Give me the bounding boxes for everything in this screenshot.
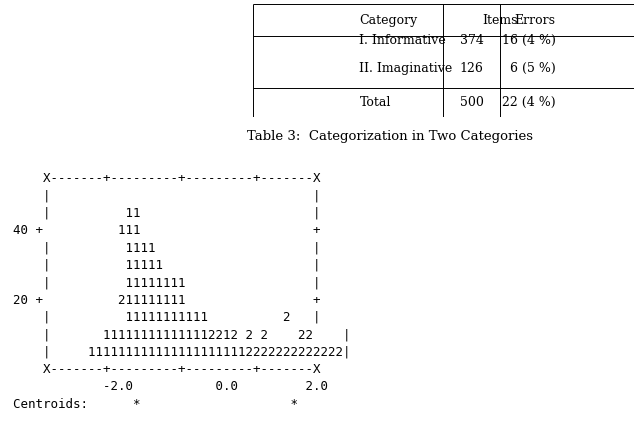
Text: |                                   |: | | bbox=[13, 190, 320, 202]
Text: 374: 374 bbox=[460, 34, 484, 47]
Text: |          11                       |: | 11 | bbox=[13, 207, 320, 220]
Text: X-------+---------+---------+-------X: X-------+---------+---------+-------X bbox=[13, 172, 320, 185]
Text: |          11111111111          2   |: | 11111111111 2 | bbox=[13, 311, 320, 324]
Text: |          1111                     |: | 1111 | bbox=[13, 241, 320, 255]
Text: Errors: Errors bbox=[515, 14, 556, 27]
Text: Table 3:  Categorization in Two Categories: Table 3: Categorization in Two Categorie… bbox=[248, 130, 533, 143]
Text: Items: Items bbox=[483, 14, 518, 27]
Text: Category: Category bbox=[360, 14, 418, 27]
Text: |       111111111111112212 2 2    22    |: | 111111111111112212 2 2 22 | bbox=[13, 328, 350, 342]
Text: |          11111                    |: | 11111 | bbox=[13, 259, 320, 272]
Text: 500: 500 bbox=[460, 96, 484, 109]
Text: 20 +          211111111                 +: 20 + 211111111 + bbox=[13, 294, 320, 307]
Text: |     1111111111111111111112222222222222|: | 1111111111111111111112222222222222| bbox=[13, 346, 350, 359]
Text: |          11111111                 |: | 11111111 | bbox=[13, 276, 320, 289]
Text: X-------+---------+---------+-------X: X-------+---------+---------+-------X bbox=[13, 363, 320, 376]
Text: 16 (4 %): 16 (4 %) bbox=[502, 34, 556, 47]
Text: II. Imaginative: II. Imaginative bbox=[360, 62, 452, 75]
Text: 22 (4 %): 22 (4 %) bbox=[502, 96, 556, 109]
Text: I. Informative: I. Informative bbox=[360, 34, 446, 47]
Text: 40 +          111                       +: 40 + 111 + bbox=[13, 224, 320, 237]
Text: 6 (5 %): 6 (5 %) bbox=[510, 62, 556, 75]
Text: -2.0           0.0         2.0: -2.0 0.0 2.0 bbox=[13, 381, 328, 393]
Text: 126: 126 bbox=[460, 62, 484, 75]
Text: Centroids:      *                    *: Centroids: * * bbox=[13, 398, 298, 411]
Text: Total: Total bbox=[360, 96, 391, 109]
